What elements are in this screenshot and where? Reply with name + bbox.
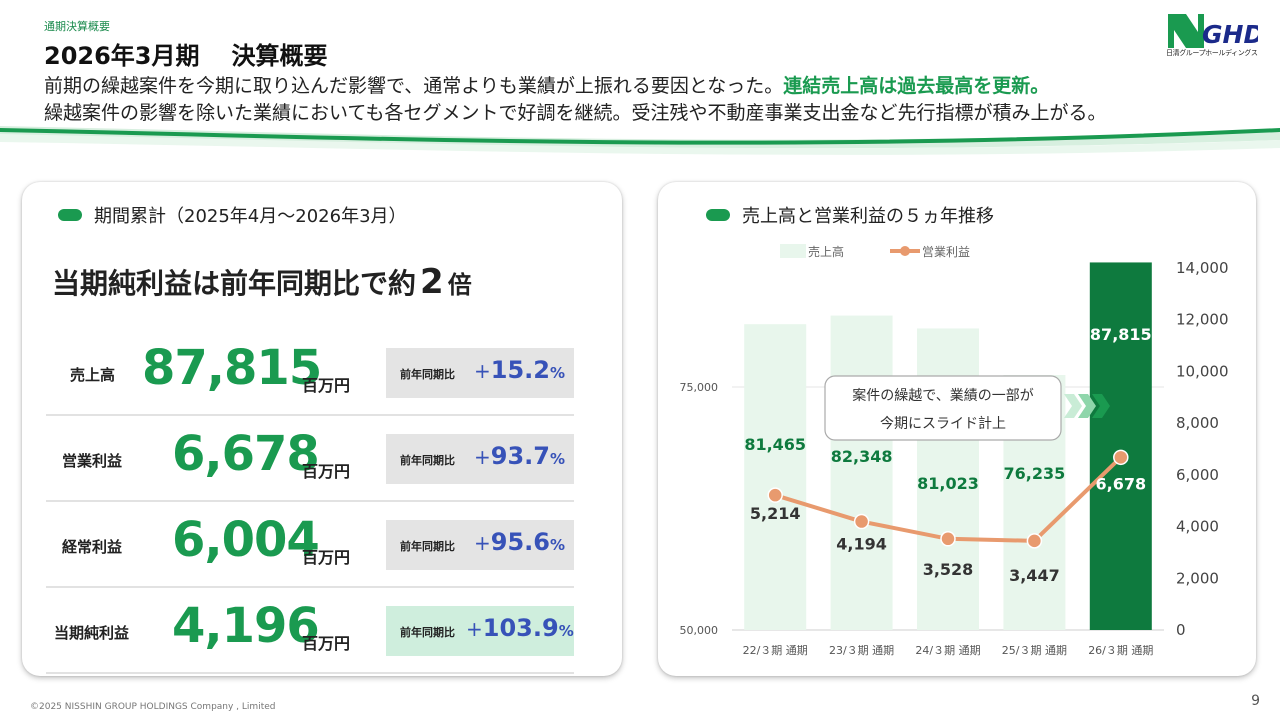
summary-title: 期間累計（2025年4月〜2026年3月） — [94, 206, 407, 227]
kpi-value: 4,196 — [172, 598, 320, 654]
svg-text:GHD: GHD — [1202, 20, 1258, 48]
company-logo: GHD 日清グループホールディングス — [1166, 14, 1258, 62]
chart-title: 売上高と営業利益の５ヵ年推移 — [742, 206, 994, 227]
yoy-box: 前年同期比 +95.6% — [386, 520, 574, 570]
kpi-unit: 百万円 — [302, 634, 351, 653]
headline-pre: 当期純利益は前年同期比で約 — [52, 267, 417, 300]
kpi-unit: 百万円 — [302, 462, 351, 481]
logo-subtext: 日清グループホールディングス — [1166, 49, 1258, 57]
kpi-label: 営業利益 — [62, 452, 123, 470]
yoy-value: +95.6% — [474, 528, 566, 556]
chart-card — [658, 182, 1256, 676]
yoy-label: 前年同期比 — [400, 626, 455, 639]
kpi-row-sales: 売上高 87,815 百万円 前年同期比 +15.2% — [46, 330, 574, 416]
summary-title-marker — [58, 209, 82, 221]
yoy-value: +103.9% — [466, 614, 574, 642]
summary-headline: 当期純利益は前年同期比で約 2 倍 — [52, 262, 472, 302]
lead-line-2: 繰越案件の影響を除いた業績においても各セグメントで好調を継続。受注残や不動産事業… — [44, 102, 1107, 124]
header-swoosh — [0, 126, 1280, 155]
breadcrumb: 通期決算概要 — [44, 20, 110, 33]
kpi-label: 売上高 — [70, 366, 116, 384]
lead-highlight: 連結売上高は過去最高を更新。 — [783, 75, 1050, 97]
yoy-label: 前年同期比 — [400, 368, 455, 381]
title-period: 2026年3月期 — [44, 42, 200, 70]
kpi-label: 経常利益 — [62, 538, 123, 556]
kpi-value: 6,004 — [172, 512, 320, 568]
page-number: 9 — [1251, 693, 1260, 709]
yoy-value: +15.2% — [474, 356, 566, 384]
yoy-label: 前年同期比 — [400, 454, 455, 467]
kpi-row-ordinary-profit: 経常利益 6,004 百万円 前年同期比 +95.6% — [46, 502, 574, 588]
nghd-logo-mark: GHD — [1168, 14, 1258, 48]
yoy-box: 前年同期比 +15.2% — [386, 348, 574, 398]
lead-line-1: 前期の繰越案件を今期に取り込んだ影響で、通常よりも業績が上振れる要因となった。連… — [44, 71, 1049, 98]
kpi-value: 6,678 — [172, 426, 320, 482]
headline-post: 倍 — [447, 271, 472, 299]
copyright: ©2025 NISSHIN GROUP HOLDINGS Company , L… — [30, 702, 276, 712]
summary-card — [22, 182, 622, 676]
yoy-value: +93.7% — [474, 442, 566, 470]
yoy-label: 前年同期比 — [400, 540, 455, 553]
kpi-row-net-income: 当期純利益 4,196 百万円 前年同期比 +103.9% — [46, 588, 574, 674]
kpi-value: 87,815 — [142, 340, 322, 396]
page-title: 2026年3月期 決算概要 — [44, 36, 328, 71]
kpi-label: 当期純利益 — [54, 624, 130, 642]
kpi-row-operating-profit: 営業利益 6,678 百万円 前年同期比 +93.7% — [46, 416, 574, 502]
yoy-box: 前年同期比 +103.9% — [386, 606, 574, 656]
chart-title-marker — [706, 209, 730, 221]
yoy-box: 前年同期比 +93.7% — [386, 434, 574, 484]
kpi-unit: 百万円 — [302, 548, 351, 567]
title-main: 決算概要 — [231, 42, 328, 70]
kpi-unit: 百万円 — [302, 376, 351, 395]
lead-text-1: 前期の繰越案件を今期に取り込んだ影響で、通常よりも業績が上振れる要因となった。 — [44, 75, 784, 97]
headline-number: 2 — [420, 262, 444, 302]
